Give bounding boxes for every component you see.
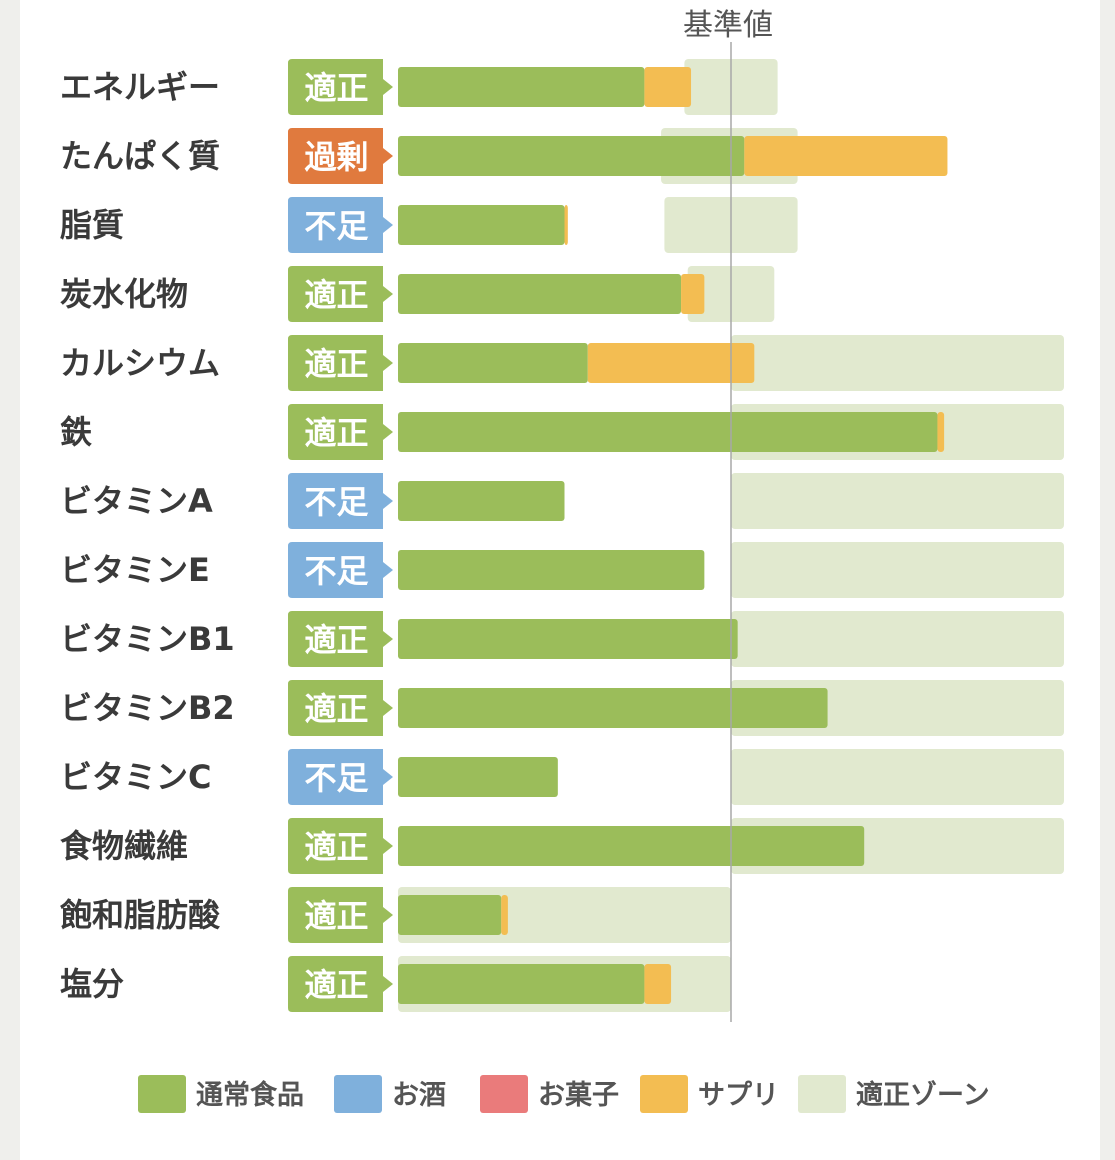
optimal-zone-7	[731, 542, 1064, 598]
status-badge-7: 不足	[288, 542, 393, 598]
legend-label-1: お酒	[392, 1080, 446, 1111]
status-label-12: 適正	[304, 897, 368, 935]
status-label-0: 適正	[304, 69, 368, 107]
status-label-5: 適正	[304, 414, 368, 452]
status-label-13: 適正	[304, 966, 368, 1004]
bar-13-series-0	[398, 964, 645, 1004]
status-badge-12: 適正	[288, 887, 393, 943]
status-badge-6: 不足	[288, 473, 393, 529]
optimal-zone-4	[731, 335, 1064, 391]
status-badge-13: 適正	[288, 956, 393, 1012]
bar-11-series-0	[398, 826, 865, 866]
status-label-4: 適正	[304, 345, 368, 383]
bar-5-series-0	[398, 412, 938, 452]
status-badge-5: 適正	[288, 404, 393, 460]
bar-2-series-0	[398, 205, 565, 245]
status-badge-11: 適正	[288, 818, 393, 874]
category-label-13: 塩分	[60, 965, 124, 1003]
bar-2-series-3	[564, 205, 568, 245]
bar-1-series-0	[398, 136, 745, 176]
legend-label-2: お菓子	[538, 1080, 619, 1111]
optimal-zone-6	[731, 473, 1064, 529]
bar-5-series-3	[937, 412, 945, 452]
category-label-12: 飽和脂肪酸	[60, 896, 221, 934]
category-label-5: 鉄	[60, 413, 92, 451]
bar-13-series-3	[644, 964, 672, 1004]
bar-12-series-3	[501, 895, 508, 935]
bar-6-series-0	[398, 481, 565, 521]
legend-swatch-4	[798, 1075, 846, 1113]
status-label-11: 適正	[304, 828, 368, 866]
category-label-10: ビタミンC	[60, 758, 212, 796]
legend: 通常食品 お酒 お菓子 サプリ 適正ゾーン	[138, 1075, 990, 1113]
status-label-8: 適正	[304, 621, 368, 659]
category-label-1: たんぱく質	[60, 137, 220, 175]
status-label-1: 過剰	[304, 138, 368, 176]
bar-8-series-0	[398, 619, 738, 659]
status-label-9: 適正	[304, 690, 368, 728]
category-label-6: ビタミンA	[60, 482, 213, 520]
bar-3-series-0	[398, 274, 682, 314]
status-badge-3: 適正	[288, 266, 393, 322]
category-label-2: 脂質	[60, 206, 124, 244]
status-badge-1: 過剰	[288, 128, 393, 184]
reference-label: 基準値	[683, 8, 773, 43]
category-label-9: ビタミンB2	[60, 689, 235, 727]
bar-1-series-3	[744, 136, 948, 176]
category-label-3: 炭水化物	[60, 275, 188, 313]
status-badge-2: 不足	[288, 197, 393, 253]
legend-swatch-1	[334, 1075, 382, 1113]
legend-label-0: 通常食品	[196, 1079, 304, 1111]
bar-9-series-0	[398, 688, 828, 728]
status-badge-4: 適正	[288, 335, 393, 391]
legend-label-3: サプリ	[698, 1080, 779, 1111]
legend-label-4: 適正ゾーン	[856, 1079, 990, 1111]
category-label-7: ビタミンE	[60, 551, 210, 589]
status-badge-0: 適正	[288, 59, 393, 115]
bar-3-series-3	[681, 274, 705, 314]
status-label-7: 不足	[304, 552, 368, 590]
bar-7-series-0	[398, 550, 705, 590]
status-label-3: 適正	[304, 276, 368, 314]
optimal-zone-8	[731, 611, 1064, 667]
bar-4-series-0	[398, 343, 588, 383]
status-label-10: 不足	[304, 759, 368, 797]
status-badge-9: 適正	[288, 680, 393, 736]
status-label-2: 不足	[304, 207, 368, 245]
status-badge-10: 不足	[288, 749, 393, 805]
category-label-4: カルシウム	[60, 344, 220, 382]
bars	[398, 67, 948, 1004]
optimal-zone-10	[731, 749, 1064, 805]
bar-12-series-0	[398, 895, 502, 935]
legend-swatch-3	[640, 1075, 688, 1113]
status-label-6: 不足	[304, 483, 368, 521]
bar-4-series-3	[587, 343, 755, 383]
category-label-8: ビタミンB1	[60, 620, 235, 658]
legend-swatch-2	[480, 1075, 528, 1113]
bar-10-series-0	[398, 757, 558, 797]
chart-card: 基準値 エネルギー 適正 たんぱく質 過剰 脂質 不足 炭水化物 適正 カルシウム 適正鉄適正 ビタミ…	[20, 0, 1100, 1160]
category-label-11: 食物繊維	[60, 827, 188, 865]
legend-swatch-0	[138, 1075, 186, 1113]
bar-0-series-3	[644, 67, 692, 107]
bar-0-series-0	[398, 67, 645, 107]
category-label-0: エネルギー	[60, 68, 220, 106]
status-badge-8: 適正	[288, 611, 393, 667]
